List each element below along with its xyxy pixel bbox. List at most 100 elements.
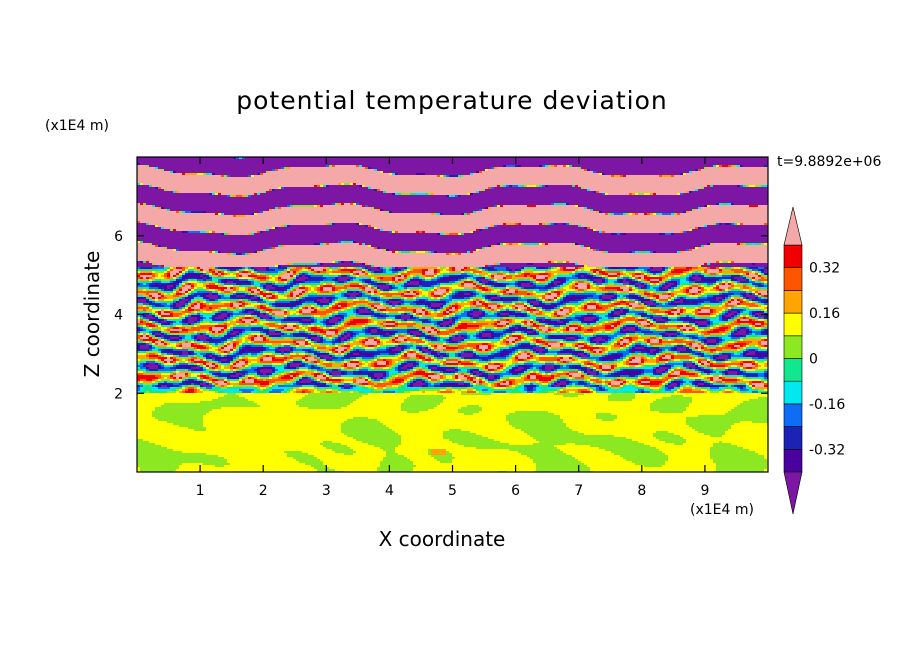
field-cell: [716, 275, 723, 278]
field-cell: [668, 277, 672, 280]
field-cell: [752, 271, 756, 274]
field-cell: [227, 271, 231, 274]
field-cell: [755, 243, 762, 246]
field-cell: [173, 319, 180, 322]
field-cell: [323, 319, 327, 322]
field-cell: [662, 269, 666, 272]
field-cell: [566, 315, 570, 318]
field-cell: [716, 261, 720, 264]
field-cell: [362, 289, 366, 292]
field-cell: [662, 307, 672, 310]
field-cell: [227, 253, 231, 256]
field-cell: [509, 269, 513, 272]
field-cell: [371, 271, 375, 274]
field-cell: [389, 301, 402, 304]
field-cell: [308, 287, 312, 290]
field-cell: [482, 311, 486, 314]
field-cell: [755, 317, 759, 320]
field-cell: [311, 321, 315, 324]
field-cell: [506, 319, 510, 322]
field-cell: [443, 303, 447, 306]
field-cell: [650, 193, 654, 196]
field-cell: [152, 315, 156, 318]
field-cell: [209, 269, 213, 272]
field-cell: [164, 289, 174, 292]
field-cell: [749, 271, 753, 274]
field-cell: [212, 277, 216, 280]
field-cell: [350, 261, 354, 264]
field-cell: [251, 325, 261, 328]
field-cell: [176, 301, 180, 304]
field-cell: [179, 299, 183, 302]
field-cell: [584, 227, 588, 230]
field-cell: [176, 303, 186, 306]
field-cell: [419, 283, 423, 286]
field-cell: [188, 309, 195, 312]
field-cell: [374, 271, 381, 274]
field-cell: [188, 321, 195, 324]
field-cell: [230, 313, 234, 316]
field-cell: [506, 309, 510, 312]
field-cell: [608, 281, 615, 284]
field-cell: [194, 323, 198, 326]
field-cell: [593, 249, 597, 252]
field-cell: [554, 203, 558, 206]
field-cell: [527, 301, 531, 304]
field-cell: [764, 325, 768, 328]
field-cell: [722, 271, 735, 274]
field-cell: [164, 275, 168, 278]
field-cell: [476, 269, 480, 272]
field-cell: [578, 289, 585, 292]
field-cell: [350, 305, 354, 308]
field-cell: [200, 271, 204, 274]
field-cell: [644, 305, 648, 308]
field-cell: [359, 279, 363, 282]
field-cell: [257, 287, 261, 290]
field-cell: [662, 271, 666, 274]
field-cell: [302, 281, 306, 284]
field-cell: [437, 251, 468, 254]
field-cell: [515, 275, 525, 278]
field-cell: [485, 313, 489, 316]
field-cell: [161, 317, 165, 320]
field-cell: [164, 247, 168, 250]
field-cell: [386, 319, 393, 322]
field-cell: [431, 299, 438, 302]
field-cell: [449, 301, 453, 304]
field-cell: [761, 297, 765, 300]
field-cell: [137, 233, 222, 236]
field-cell: [239, 289, 246, 292]
field-cell: [146, 299, 150, 302]
field-cell: [389, 211, 393, 214]
field-cell: [698, 267, 708, 270]
field-cell: [665, 267, 669, 270]
field-cell: [356, 309, 360, 312]
field-cell: [515, 283, 519, 286]
field-cell: [365, 205, 369, 208]
field-cell: [224, 295, 231, 298]
field-cell: [638, 251, 648, 254]
field-cell: [545, 323, 549, 326]
field-cell: [392, 277, 396, 280]
field-cell: [377, 283, 384, 286]
field-cell: [731, 267, 735, 270]
field-cell: [731, 325, 735, 328]
field-cell: [377, 279, 381, 282]
field-cell: [569, 279, 573, 282]
field-cell: [302, 307, 306, 310]
field-cell: [299, 325, 303, 328]
field-cell: [458, 175, 462, 178]
field-cell: [386, 283, 390, 286]
field-cell: [260, 287, 264, 290]
field-cell: [293, 275, 297, 278]
field-cell: [707, 295, 714, 298]
field-cell: [473, 287, 480, 290]
field-cell: [569, 223, 573, 226]
field-cell: [704, 301, 711, 304]
field-cell: [377, 247, 381, 250]
field-cell: [389, 173, 393, 176]
field-cell: [203, 301, 207, 304]
field-cell: [686, 291, 690, 294]
field-cell: [170, 303, 174, 306]
field-cell: [521, 309, 525, 312]
